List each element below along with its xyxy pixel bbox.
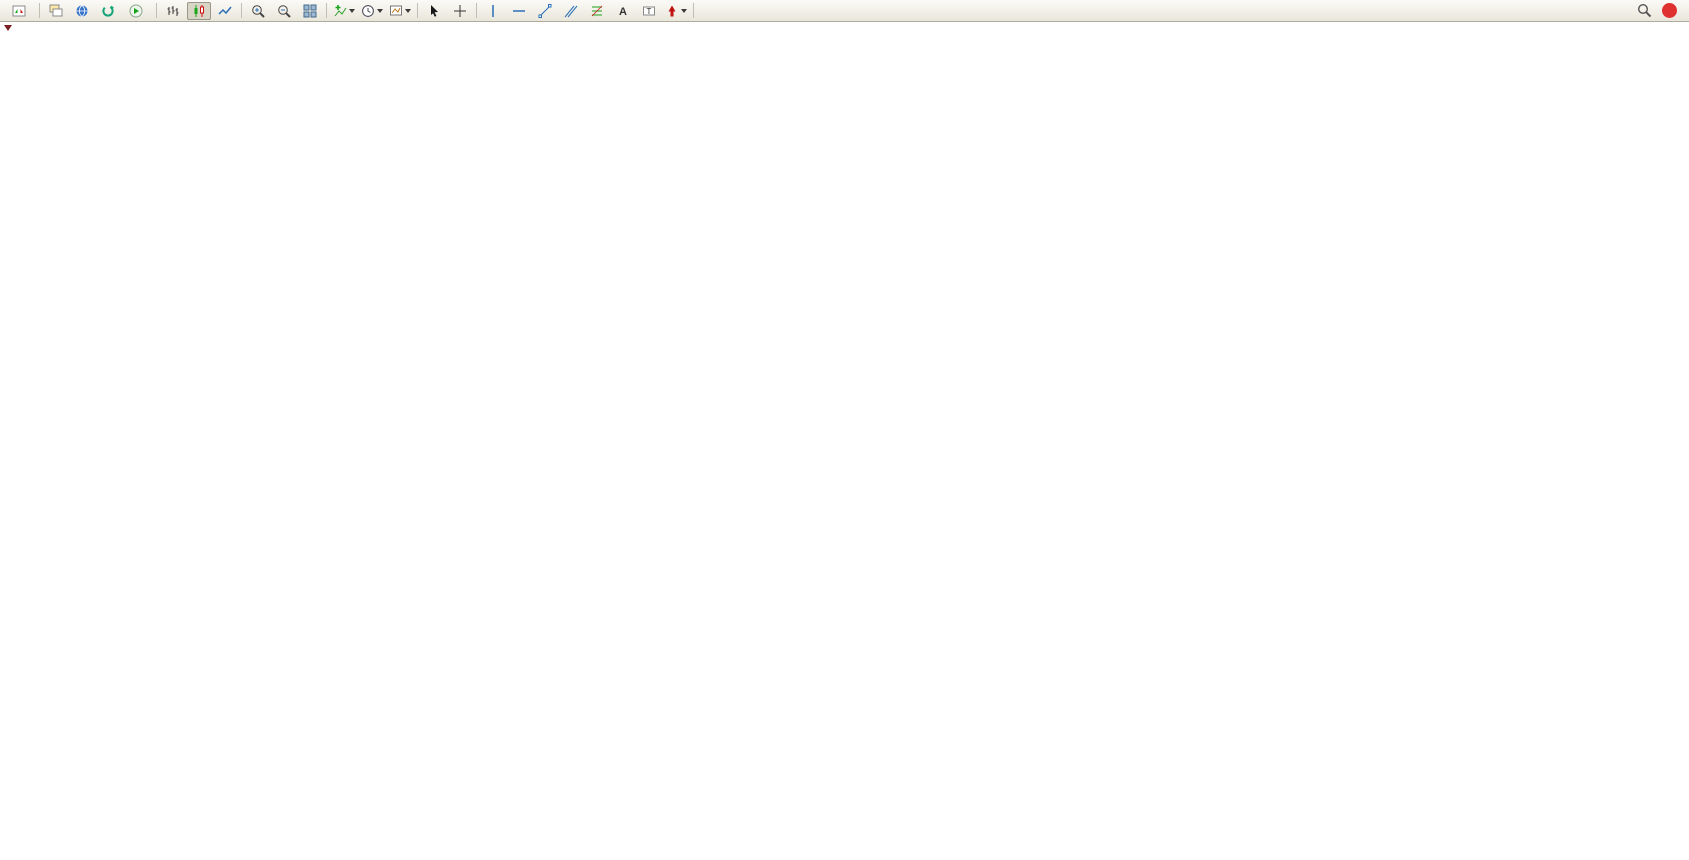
autotrading-button[interactable] bbox=[122, 2, 152, 20]
trendline-button[interactable] bbox=[533, 2, 557, 20]
line-chart-button[interactable] bbox=[213, 2, 237, 20]
new-chart-button[interactable] bbox=[44, 2, 68, 20]
bars-chart-icon bbox=[167, 5, 179, 16]
arrow-tool-icon bbox=[668, 5, 676, 16]
separator bbox=[693, 3, 694, 18]
channel-button[interactable] bbox=[559, 2, 583, 20]
toolbar-right bbox=[1637, 3, 1685, 18]
globe-icon bbox=[76, 4, 88, 17]
cursor-button[interactable] bbox=[422, 2, 446, 20]
play-icon bbox=[129, 4, 142, 17]
separator bbox=[39, 3, 40, 18]
refresh-icon bbox=[102, 4, 114, 17]
separator bbox=[241, 3, 242, 18]
indicators-caret bbox=[349, 8, 355, 13]
text-label-icon: T bbox=[643, 6, 655, 16]
periods-caret bbox=[377, 8, 383, 13]
new-order-button[interactable] bbox=[5, 2, 35, 20]
indicators-plus-icon bbox=[334, 4, 347, 16]
arrow-tool-button[interactable] bbox=[663, 2, 689, 20]
trendline-icon bbox=[538, 3, 552, 18]
vertical-line-button[interactable] bbox=[481, 2, 505, 20]
periods-button[interactable] bbox=[359, 2, 385, 20]
refresh-button[interactable] bbox=[96, 2, 120, 20]
separator bbox=[417, 3, 418, 18]
separator bbox=[326, 3, 327, 18]
svg-text:T: T bbox=[647, 7, 652, 16]
svg-text:A: A bbox=[619, 6, 627, 18]
bars-chart-button[interactable] bbox=[161, 2, 185, 20]
text-icon: A bbox=[619, 6, 627, 18]
fibonacci-button[interactable] bbox=[585, 2, 609, 20]
zoom-out-button[interactable] bbox=[272, 2, 296, 20]
zoom-out-icon bbox=[278, 4, 291, 18]
clock-icon bbox=[362, 4, 374, 17]
cascade-windows-icon bbox=[49, 4, 63, 16]
symbol-dropdown-icon[interactable] bbox=[4, 25, 12, 31]
text-label-button[interactable]: T bbox=[637, 2, 661, 20]
zoom-in-button[interactable] bbox=[246, 2, 270, 20]
chart-info-line bbox=[4, 25, 44, 31]
candles-chart-icon bbox=[194, 4, 204, 17]
templates-button[interactable] bbox=[387, 2, 413, 20]
candles-chart-button[interactable] bbox=[187, 1, 211, 20]
separator bbox=[156, 3, 157, 18]
fibonacci-icon bbox=[591, 5, 603, 16]
toolbar: A T bbox=[0, 0, 1689, 22]
vertical-line-icon bbox=[492, 4, 494, 17]
profiles-button[interactable] bbox=[70, 2, 94, 20]
cursor-arrow-icon bbox=[431, 4, 438, 17]
crosshair-button[interactable] bbox=[448, 2, 472, 20]
horizontal-line-icon bbox=[513, 9, 525, 12]
template-icon bbox=[390, 5, 402, 15]
channel-icon bbox=[564, 5, 578, 17]
text-button[interactable]: A bbox=[611, 2, 635, 20]
zoom-in-icon bbox=[252, 4, 265, 18]
tile-windows-icon bbox=[303, 4, 317, 17]
tile-windows-button[interactable] bbox=[298, 2, 322, 20]
line-chart-icon bbox=[218, 6, 232, 15]
indicators-button[interactable] bbox=[331, 2, 357, 20]
arrow-tool-caret bbox=[681, 8, 687, 13]
search-icon[interactable] bbox=[1637, 3, 1652, 18]
new-order-icon bbox=[12, 5, 25, 16]
horizontal-line-button[interactable] bbox=[507, 2, 531, 20]
templates-caret bbox=[405, 8, 411, 13]
separator bbox=[476, 3, 477, 18]
notification-badge[interactable] bbox=[1662, 3, 1677, 18]
crosshair-icon bbox=[454, 4, 466, 17]
